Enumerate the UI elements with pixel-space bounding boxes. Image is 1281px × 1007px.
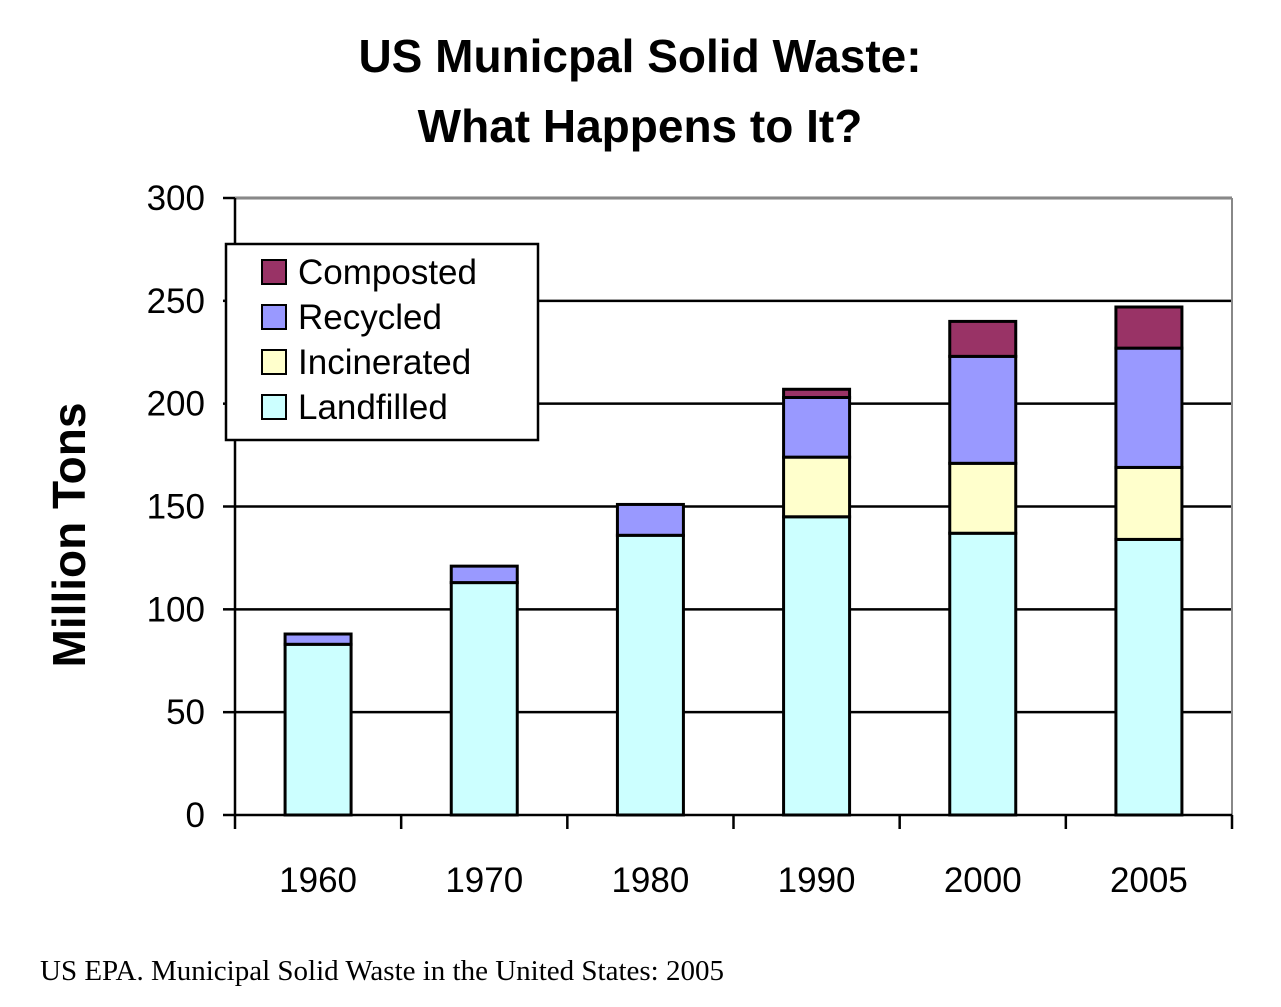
legend-swatch-landfilled [261, 394, 287, 420]
y-tick-label-50: 50 [166, 693, 205, 732]
bar-1990-recycled [782, 395, 852, 459]
source-citation: US EPA. Municipal Solid Waste in the Uni… [40, 955, 724, 987]
y-tick-label-200: 200 [147, 385, 205, 424]
x-tick-label-1990: 1990 [778, 861, 856, 900]
x-tick-label-2005: 2005 [1110, 861, 1188, 900]
bar-2005-composted [1114, 305, 1184, 350]
x-tick-label-1980: 1980 [611, 861, 689, 900]
legend-label-incinerated: Incinerated [298, 343, 471, 382]
bar-1960-recycled [283, 632, 353, 646]
bar-1980-recycled [615, 502, 685, 537]
legend-swatch-composted [261, 259, 287, 285]
y-tick-label-0: 0 [186, 796, 205, 835]
bar-1990-incinerated [782, 455, 852, 519]
bar-2000-incinerated [948, 461, 1018, 535]
y-tick-label-150: 150 [147, 488, 205, 527]
x-tick-labels: 1960 1970 1980 1990 2000 2005 [279, 861, 1188, 900]
x-tick-label-1970: 1970 [445, 861, 523, 900]
legend-swatch-recycled [261, 304, 287, 330]
x-tick-label-2000: 2000 [944, 861, 1022, 900]
y-tick-label-250: 250 [147, 282, 205, 321]
bar-1970-landfilled [449, 581, 519, 817]
bar-2000-composted [948, 319, 1018, 358]
legend: Composted Recycled Incinerated Landfilled [224, 242, 540, 442]
bar-1960-landfilled [283, 642, 353, 817]
bar-2005-recycled [1114, 346, 1184, 469]
chart-title-line-2: What Happens to It? [418, 100, 863, 152]
bar-2000-recycled [948, 354, 1018, 465]
legend-label-composted: Composted [298, 253, 477, 292]
bar-2000-landfilled [948, 531, 1018, 817]
bars [283, 305, 1184, 817]
y-tick-labels: 0 50 100 150 200 250 300 [147, 179, 205, 835]
bar-1970-recycled [449, 564, 519, 585]
y-axis-label: Million Tons [43, 403, 95, 668]
bar-1990-landfilled [782, 515, 852, 817]
bar-2005-landfilled [1114, 537, 1184, 817]
bar-2005-incinerated [1114, 465, 1184, 541]
bar-1990-composted [782, 387, 852, 399]
legend-label-landfilled: Landfilled [298, 388, 448, 427]
legend-label-recycled: Recycled [298, 298, 442, 337]
chart-title-line-1: US Municpal Solid Waste: [358, 30, 921, 82]
x-tick-label-1960: 1960 [279, 861, 357, 900]
y-tick-label-300: 300 [147, 179, 205, 218]
y-tick-label-100: 100 [147, 590, 205, 629]
bar-1980-landfilled [615, 533, 685, 817]
legend-swatch-incinerated [261, 349, 287, 375]
